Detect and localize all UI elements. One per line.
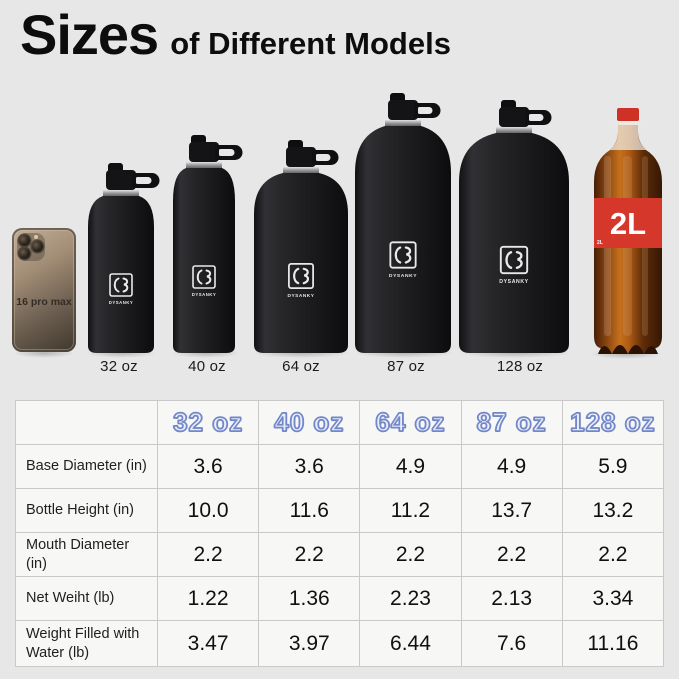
cell-value: 6.44 (359, 620, 462, 667)
row-label-filled-weight: Weight Filled with Water (lb) (15, 620, 158, 667)
bottle-32oz-caption: 32 oz (100, 358, 138, 375)
table-row: Base Diameter (in) 3.6 3.6 4.9 4.9 5.9 (15, 444, 665, 489)
cell-value: 10.0 (156, 488, 260, 533)
cell-value: 3.6 (156, 444, 260, 489)
cell-value: 3.97 (258, 620, 361, 667)
cell-value: 2.2 (156, 532, 260, 577)
phone-16-pro-max: 16 pro max (12, 228, 76, 352)
cola-bottle-image: 2L 2L (594, 108, 662, 354)
brand-text: DYSANKY (192, 292, 217, 297)
cell-value: 2.23 (359, 576, 462, 621)
column-header-40oz: 40 oz (258, 400, 361, 445)
cell-value: 3.47 (156, 620, 260, 667)
row-label-net-weight: Net Weiht (lb) (15, 576, 158, 621)
cell-value: 3.34 (561, 576, 665, 621)
bottle-64-shadow (252, 348, 350, 358)
brand-text: DYSANKY (389, 273, 417, 279)
column-header-32oz: 32 oz (156, 400, 260, 445)
bottle-64oz-image: DYSANKY (254, 140, 348, 353)
cell-value: 2.13 (460, 576, 563, 621)
cola-2l-text: 2L (610, 206, 646, 241)
cell-value: 13.7 (460, 488, 563, 533)
brand-logo: DYSANKY (389, 241, 417, 279)
camera-lens-icon (32, 241, 43, 252)
row-label-mouth-diameter: Mouth Diameter (in) (15, 532, 158, 577)
phone-shadow (13, 348, 75, 358)
cell-value: 2.2 (359, 532, 462, 577)
table-header-row: 32 oz 40 oz 64 oz 87 oz 128 oz (15, 400, 665, 445)
cell-value: 4.9 (460, 444, 563, 489)
cell-value: 1.22 (156, 576, 260, 621)
bottle-40-shadow (172, 348, 240, 358)
brand-text: DYSANKY (499, 279, 528, 285)
bottle-64oz-caption: 64 oz (282, 358, 320, 375)
camera-flash-icon (34, 235, 38, 239)
row-label-bottle-height: Bottle Height (in) (15, 488, 158, 533)
bottle-87oz: DYSANKY (355, 93, 457, 358)
bottle-40oz-image: DYSANKY (173, 135, 243, 353)
cell-value: 2.2 (561, 532, 665, 577)
bottle-128oz: DYSANKY (459, 100, 571, 358)
title-word-sizes: Sizes (20, 3, 159, 66)
cell-value: 11.2 (359, 488, 462, 533)
phone-camera-module (17, 233, 45, 261)
bottle-32oz-image: DYSANKY (88, 163, 160, 353)
brand-logo: DYSANKY (192, 265, 217, 297)
cell-value: 7.6 (460, 620, 563, 667)
table-row: Net Weiht (lb) 1.22 1.36 2.23 2.13 3.34 (15, 576, 665, 621)
cell-value: 3.6 (258, 444, 361, 489)
bottle-40oz-caption: 40 oz (188, 358, 226, 375)
brand-text: DYSANKY (288, 293, 315, 299)
bottle-32-shadow (86, 348, 156, 358)
bottle-64oz: DYSANKY (254, 140, 354, 358)
brand-text: DYSANKY (109, 300, 134, 305)
column-header-87oz: 87 oz (460, 400, 563, 445)
spec-table: 32 oz 40 oz 64 oz 87 oz 128 oz Base Diam… (15, 400, 665, 667)
table-row: Weight Filled with Water (lb) 3.47 3.97 … (15, 620, 665, 667)
cell-value: 2.2 (258, 532, 361, 577)
row-label-base-diameter: Base Diameter (in) (15, 444, 158, 489)
bottle-87-shadow (354, 348, 454, 358)
cell-value: 13.2 (561, 488, 665, 533)
cell-value: 11.16 (561, 620, 665, 667)
cell-value: 1.36 (258, 576, 361, 621)
page-title: Sizes of Different Models (20, 2, 451, 67)
cell-value: 2.2 (460, 532, 563, 577)
bottle-32oz: DYSANKY (88, 163, 166, 358)
title-subtitle: of Different Models (170, 26, 451, 61)
column-header-128oz: 128 oz (561, 400, 665, 445)
table-corner-cell (15, 400, 158, 445)
bottle-87oz-caption: 87 oz (387, 358, 425, 375)
brand-logo: DYSANKY (288, 263, 315, 299)
bottle-128-shadow (458, 348, 572, 358)
cola-bottle-2l: 2L 2L (592, 108, 664, 359)
size-comparison-figure: 16 pro max DYSANKY (0, 85, 679, 385)
cola-small-text: 2L (597, 240, 603, 246)
table-row: Mouth Diameter (in) 2.2 2.2 2.2 2.2 2.2 (15, 532, 665, 577)
bottle-128oz-image: DYSANKY (459, 100, 569, 353)
bottle-87oz-image: DYSANKY (355, 93, 451, 353)
table-row: Bottle Height (in) 10.0 11.6 11.2 13.7 1… (15, 488, 665, 533)
brand-logo: DYSANKY (109, 273, 134, 305)
cell-value: 4.9 (359, 444, 462, 489)
camera-lens-icon (19, 235, 30, 246)
cola-label-band (594, 198, 662, 248)
phone-label: 16 pro max (16, 296, 72, 308)
camera-lens-icon (19, 248, 30, 259)
cell-value: 11.6 (258, 488, 361, 533)
column-header-64oz: 64 oz (359, 400, 462, 445)
brand-logo: DYSANKY (499, 245, 529, 285)
bottle-40oz: DYSANKY (173, 135, 247, 358)
cell-value: 5.9 (561, 444, 665, 489)
bottle-128oz-caption: 128 oz (496, 358, 544, 375)
cola-shadow (590, 349, 662, 359)
